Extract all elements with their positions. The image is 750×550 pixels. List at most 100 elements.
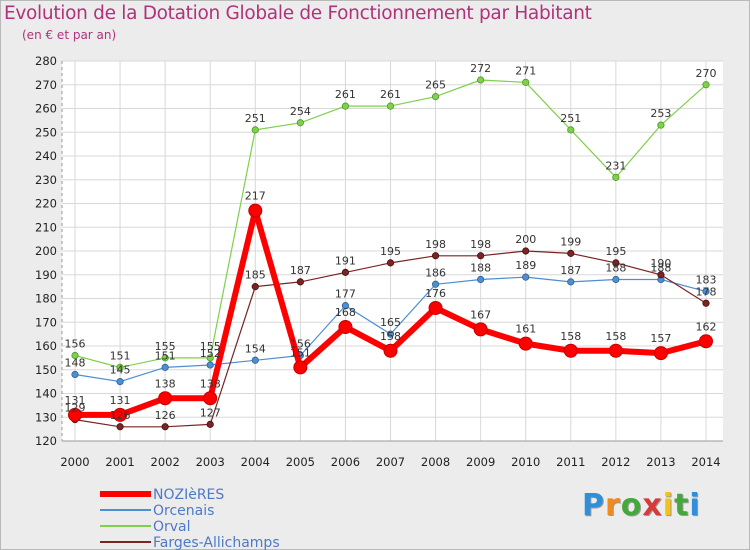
data-point-orval xyxy=(431,93,440,101)
x-tick-label: 2001 xyxy=(105,455,134,469)
data-label-nozi-res: 131 xyxy=(65,394,86,407)
data-label-orcenais: 151 xyxy=(155,349,176,362)
y-tick-label: 220 xyxy=(35,197,57,211)
x-tick-label: 2005 xyxy=(286,455,315,469)
data-point-farges-allichamps xyxy=(567,249,575,257)
data-label-orval: 272 xyxy=(470,62,491,75)
x-tick-label: 2004 xyxy=(241,455,270,469)
y-tick-label: 230 xyxy=(35,173,57,187)
x-tick-label: 2014 xyxy=(691,455,720,469)
data-point-orval xyxy=(116,363,124,371)
x-tick-label: 2011 xyxy=(556,455,585,469)
data-label-orcenais: 156 xyxy=(290,338,311,351)
x-tick-label: 2007 xyxy=(376,455,405,469)
logo-letter: o xyxy=(620,488,643,523)
x-tick-label: 2010 xyxy=(511,455,540,469)
data-label-nozi-res: 162 xyxy=(696,320,717,333)
data-point-farges-allichamps xyxy=(341,268,350,276)
data-label-farges-allichamps: 129 xyxy=(65,402,86,415)
data-label-orcenais: 154 xyxy=(245,342,266,355)
data-label-orval: 271 xyxy=(515,64,536,77)
data-point-nozi-res xyxy=(68,407,82,422)
data-point-nozi-res xyxy=(608,343,623,358)
data-label-orval: 231 xyxy=(605,159,626,172)
data-label-nozi-res: 131 xyxy=(110,394,131,407)
data-point-orcenais xyxy=(567,278,575,286)
chart-subtitle: (en € et par an) xyxy=(22,28,117,42)
data-label-orval: 261 xyxy=(335,88,356,101)
data-label-farges-allichamps: 190 xyxy=(650,257,671,270)
data-point-nozi-res xyxy=(293,360,308,375)
data-point-nozi-res xyxy=(473,322,488,337)
data-point-farges-allichamps xyxy=(522,247,530,255)
data-point-nozi-res xyxy=(203,391,218,406)
data-label-orval: 156 xyxy=(65,338,86,351)
data-point-orcenais xyxy=(612,275,620,284)
data-label-farges-allichamps: 127 xyxy=(200,406,221,419)
data-label-farges-allichamps: 198 xyxy=(470,238,491,251)
legend-label-farges-allichamps: Farges-Allichamps xyxy=(153,535,280,550)
data-label-farges-allichamps: 126 xyxy=(110,409,131,422)
data-point-farges-allichamps xyxy=(657,271,665,279)
data-label-orcenais: 152 xyxy=(200,347,221,360)
data-label-nozi-res: 138 xyxy=(155,377,176,390)
data-point-farges-allichamps xyxy=(296,278,304,286)
data-point-nozi-res xyxy=(338,320,353,334)
x-tick-label: 2002 xyxy=(151,455,180,469)
data-point-orval xyxy=(296,119,304,127)
data-label-orcenais: 148 xyxy=(65,357,86,370)
data-point-orcenais xyxy=(71,370,79,379)
data-label-farges-allichamps: 191 xyxy=(335,254,356,267)
data-label-orval: 251 xyxy=(560,112,581,125)
data-label-orcenais: 188 xyxy=(650,262,671,275)
x-tick-label: 2008 xyxy=(421,455,450,469)
data-label-orval: 254 xyxy=(290,105,311,118)
y-tick-label: 210 xyxy=(35,220,57,234)
data-label-nozi-res: 158 xyxy=(605,330,626,343)
data-label-orcenais: 188 xyxy=(470,262,491,275)
data-label-nozi-res: 138 xyxy=(200,377,221,390)
data-label-nozi-res: 161 xyxy=(515,323,536,336)
data-point-orval xyxy=(477,76,485,84)
data-point-orval xyxy=(341,102,350,110)
y-tick-label: 280 xyxy=(35,54,57,68)
data-label-orcenais: 183 xyxy=(696,273,717,286)
y-tick-label: 160 xyxy=(35,339,57,353)
y-tick-label: 260 xyxy=(35,102,57,116)
logo-letter: x xyxy=(642,488,663,523)
data-label-orval: 251 xyxy=(245,112,266,125)
y-tick-label: 120 xyxy=(35,434,57,448)
data-label-farges-allichamps: 178 xyxy=(696,285,717,298)
y-tick-labels: 120 130 140 150 160 170 180 190 200 210 220 230 240 2… xyxy=(35,54,57,448)
logo-letter: i xyxy=(689,488,701,523)
data-point-nozi-res xyxy=(518,336,533,351)
data-point-nozi-res xyxy=(699,334,713,349)
data-label-farges-allichamps: 200 xyxy=(515,233,536,246)
y-tick-label: 170 xyxy=(35,315,57,329)
data-label-orcenais: 189 xyxy=(515,259,536,272)
data-point-farges-allichamps xyxy=(702,299,710,307)
y-tick-label: 270 xyxy=(35,78,57,92)
data-point-orval xyxy=(251,126,259,134)
data-point-orval xyxy=(206,354,214,362)
data-point-nozi-res xyxy=(653,346,668,361)
data-point-nozi-res xyxy=(563,343,578,358)
data-label-farges-allichamps: 187 xyxy=(290,264,311,277)
data-label-orcenais: 177 xyxy=(335,288,356,301)
data-point-farges-allichamps xyxy=(386,259,395,267)
data-label-orval: 265 xyxy=(425,79,446,92)
data-label-orval: 270 xyxy=(696,67,717,80)
data-label-orcenais: 188 xyxy=(605,262,626,275)
data-point-nozi-res xyxy=(428,301,443,315)
data-label-orval: 151 xyxy=(110,349,131,362)
data-label-nozi-res: 157 xyxy=(650,332,671,345)
data-label-orval: 261 xyxy=(380,88,401,101)
y-tick-label: 190 xyxy=(35,268,57,282)
y-tick-label: 150 xyxy=(35,363,57,377)
y-gridlines xyxy=(62,60,723,418)
y-tick-label: 130 xyxy=(35,410,57,424)
x-tick-label: 2013 xyxy=(646,455,675,469)
data-label-nozi-res: 167 xyxy=(470,308,491,321)
logo-letter: t xyxy=(674,488,690,523)
